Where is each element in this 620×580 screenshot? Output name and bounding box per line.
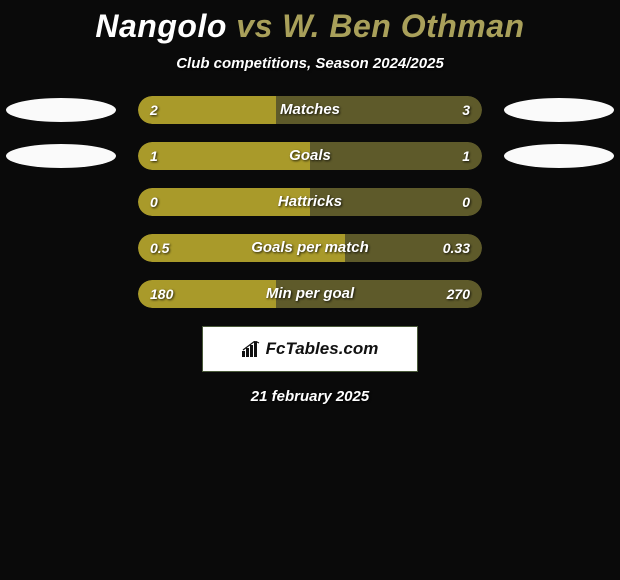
stat-label: Goals per match	[138, 234, 482, 262]
brand-text: FcTables.com	[242, 339, 379, 359]
player2-ellipse	[504, 98, 614, 122]
player1-name: Nangolo	[95, 8, 226, 44]
title-vs: vs	[236, 8, 273, 44]
stat-label: Min per goal	[138, 280, 482, 308]
stat-bar: 11Goals	[138, 142, 482, 170]
subtitle: Club competitions, Season 2024/2025	[0, 55, 620, 72]
stat-row: 180270Min per goal	[0, 280, 620, 308]
stat-bar: 00Hattricks	[138, 188, 482, 216]
stat-row: 00Hattricks	[0, 188, 620, 216]
player1-ellipse	[6, 98, 116, 122]
comparison-infographic: Nangolo vs W. Ben Othman Club competitio…	[0, 0, 620, 405]
stat-row: 11Goals	[0, 142, 620, 170]
stat-row: 23Matches	[0, 96, 620, 124]
stat-rows: 23Matches 11Goals 00Hattricks 0.50.33Goals …	[0, 96, 620, 308]
stat-bar: 0.50.33Goals per match	[138, 234, 482, 262]
player2-name: W. Ben Othman	[282, 8, 524, 44]
player1-ellipse	[6, 144, 116, 168]
stat-label: Goals	[138, 142, 482, 170]
title: Nangolo vs W. Ben Othman	[0, 8, 620, 45]
bar-chart-icon	[242, 341, 262, 357]
date-label: 21 february 2025	[0, 388, 620, 405]
stat-row: 0.50.33Goals per match	[0, 234, 620, 262]
player2-ellipse	[504, 144, 614, 168]
stat-bar: 23Matches	[138, 96, 482, 124]
brand-label: FcTables.com	[266, 339, 379, 359]
stat-label: Matches	[138, 96, 482, 124]
stat-bar: 180270Min per goal	[138, 280, 482, 308]
brand-box: FcTables.com	[202, 326, 418, 372]
stat-label: Hattricks	[138, 188, 482, 216]
